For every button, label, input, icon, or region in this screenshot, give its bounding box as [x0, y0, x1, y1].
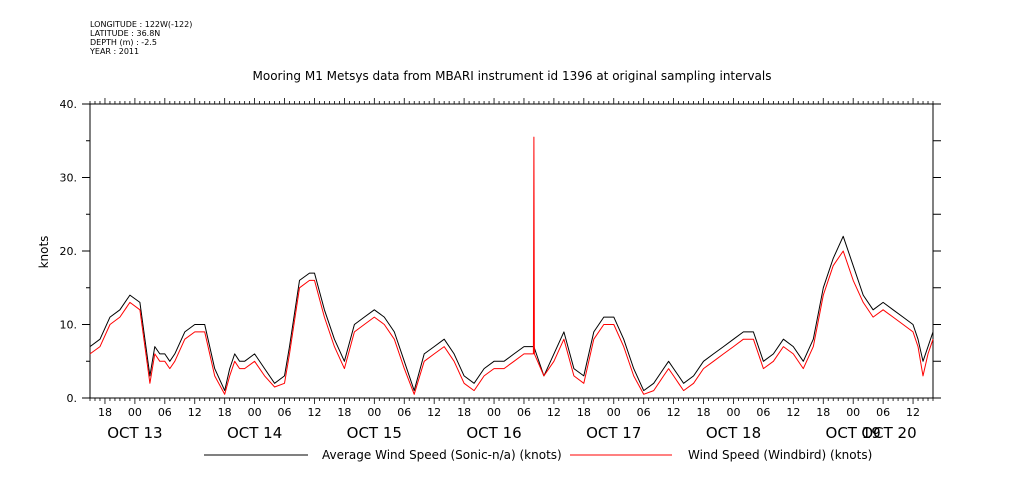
x-day-label: OCT 16: [466, 424, 521, 442]
x-hour-label: 06: [637, 406, 651, 419]
year-label: YEAR : 2011: [90, 47, 140, 56]
x-hour-label: 18: [457, 406, 471, 419]
longitude-label: LONGITUDE : 122W(-122): [90, 20, 193, 29]
x-hour-label: 06: [158, 406, 172, 419]
x-hour-label: 00: [726, 406, 740, 419]
x-hour-label: 12: [906, 406, 920, 419]
x-day-label: OCT 15: [347, 424, 402, 442]
x-hour-label: 12: [427, 406, 441, 419]
x-day-label: OCT 20: [861, 424, 916, 442]
x-hour-label: 18: [577, 406, 591, 419]
x-hour-label: 00: [607, 406, 621, 419]
x-day-label: OCT 13: [107, 424, 162, 442]
y-tick-label: 40.: [60, 98, 78, 111]
y-tick-label: 0.: [67, 392, 78, 405]
y-tick-label: 10.: [60, 319, 78, 332]
y-tick-label: 30.: [60, 172, 78, 185]
x-hour-label: 12: [667, 406, 681, 419]
x-hour-label: 12: [786, 406, 800, 419]
series-line-2: [89, 136, 934, 395]
x-hour-label: 00: [487, 406, 501, 419]
metadata-block: LONGITUDE : 122W(-122) LATITUDE : 36.8N …: [90, 20, 192, 56]
x-hour-label: 06: [397, 406, 411, 419]
x-hour-label: 18: [98, 406, 112, 419]
x-hour-label: 06: [876, 406, 890, 419]
x-hour-label: 18: [816, 406, 830, 419]
y-axis-label: knots: [37, 236, 51, 269]
chart-title: Mooring M1 Metsys data from MBARI instru…: [253, 69, 772, 83]
x-hour-label: 18: [697, 406, 711, 419]
x-hour-label: 06: [756, 406, 770, 419]
x-hour-label: 00: [846, 406, 860, 419]
x-hour-label: 00: [128, 406, 142, 419]
x-hour-label: 00: [367, 406, 381, 419]
latitude-label: LATITUDE : 36.8N: [90, 29, 161, 38]
legend-label-1: Average Wind Speed (Sonic-n/a) (knots): [322, 448, 562, 462]
x-hour-label: 06: [517, 406, 531, 419]
x-hour-label: 06: [278, 406, 292, 419]
x-hour-label: 18: [337, 406, 351, 419]
x-hour-label: 18: [218, 406, 232, 419]
x-day-label: OCT 17: [586, 424, 641, 442]
x-hour-label: 00: [248, 406, 262, 419]
x-hour-label: 12: [188, 406, 202, 419]
x-hour-label: 12: [307, 406, 321, 419]
x-hour-label: 12: [547, 406, 561, 419]
series-line-1: [89, 235, 934, 392]
x-day-label: OCT 18: [706, 424, 761, 442]
depth-label: DEPTH (m) : -2.5: [90, 38, 157, 47]
y-tick-label: 20.: [60, 245, 78, 258]
x-day-label: OCT 19: [826, 424, 881, 442]
x-day-label: OCT 14: [227, 424, 282, 442]
legend-label-2: Wind Speed (Windbird) (knots): [688, 448, 872, 462]
